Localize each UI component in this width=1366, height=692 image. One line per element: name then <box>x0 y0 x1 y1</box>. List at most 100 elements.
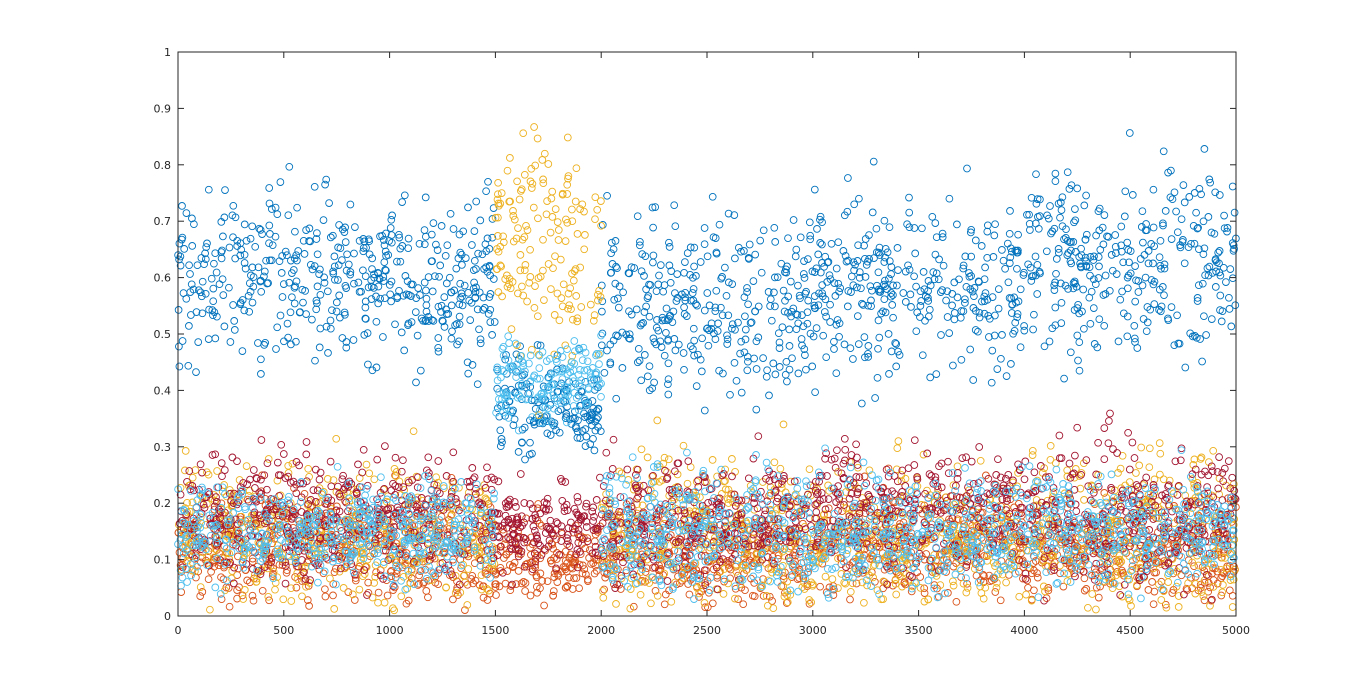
data-point <box>747 318 756 327</box>
data-point <box>700 240 709 249</box>
data-point <box>935 255 943 264</box>
data-point <box>961 299 969 307</box>
data-point <box>633 358 642 367</box>
data-point <box>486 290 495 298</box>
data-point <box>364 360 372 369</box>
data-point <box>889 281 897 290</box>
data-point <box>794 369 803 378</box>
data-point <box>1149 223 1158 232</box>
data-point <box>937 331 945 339</box>
data-point <box>441 251 450 260</box>
data-point <box>1007 309 1016 317</box>
data-point <box>273 323 282 332</box>
data-point <box>581 442 590 450</box>
data-point <box>1016 343 1025 352</box>
data-point <box>943 287 952 296</box>
data-point <box>204 185 213 194</box>
data-point <box>326 233 335 242</box>
data-point <box>771 302 779 311</box>
data-point <box>489 275 498 283</box>
data-point <box>1100 211 1109 219</box>
data-point <box>816 212 825 221</box>
data-point <box>690 243 699 252</box>
data-point <box>1211 188 1220 197</box>
data-point <box>260 272 268 281</box>
data-point <box>295 308 304 317</box>
data-point <box>420 278 429 287</box>
data-point <box>585 411 594 420</box>
data-point <box>1085 263 1094 272</box>
data-point <box>469 266 478 275</box>
data-point <box>966 345 975 354</box>
data-point <box>687 296 695 305</box>
data-point <box>711 307 720 316</box>
data-point <box>769 359 778 368</box>
data-point <box>1099 240 1108 249</box>
data-point <box>836 284 845 292</box>
data-point <box>861 273 870 281</box>
data-point <box>1173 311 1181 320</box>
data-point <box>1004 278 1013 287</box>
data-point <box>342 343 351 352</box>
data-point <box>932 233 941 242</box>
data-point <box>674 340 683 349</box>
data-point <box>881 276 889 285</box>
data-points <box>174 123 1240 615</box>
data-point <box>879 307 887 316</box>
data-point <box>622 330 631 339</box>
data-point <box>479 305 487 314</box>
data-point <box>1058 193 1067 202</box>
data-point <box>1075 366 1084 375</box>
data-point <box>1032 170 1040 179</box>
data-point <box>329 269 338 278</box>
data-point <box>679 349 688 357</box>
data-point <box>311 356 319 365</box>
data-point <box>966 228 975 237</box>
data-point <box>998 246 1006 254</box>
data-point <box>533 341 542 349</box>
data-point <box>1057 319 1066 327</box>
data-point <box>703 324 712 333</box>
data-point <box>436 261 445 270</box>
data-point <box>1020 326 1029 335</box>
data-point <box>800 274 809 282</box>
data-point <box>1014 246 1022 255</box>
data-point <box>1074 356 1082 365</box>
data-point <box>877 309 885 318</box>
data-point <box>1188 332 1197 341</box>
data-point <box>395 230 403 239</box>
data-point <box>335 221 343 229</box>
data-point <box>1149 259 1157 268</box>
data-point <box>400 191 409 200</box>
data-point <box>357 287 365 296</box>
data-point <box>1180 259 1189 268</box>
data-point <box>1040 342 1049 351</box>
data-point <box>750 354 758 363</box>
data-point <box>372 292 380 301</box>
data-point <box>201 289 210 298</box>
data-point <box>485 293 494 301</box>
data-point <box>1138 207 1147 216</box>
data-point <box>680 365 688 374</box>
data-point <box>229 201 238 210</box>
data-point <box>1126 247 1135 255</box>
data-point <box>1073 184 1082 193</box>
data-point <box>985 333 993 341</box>
data-point <box>743 284 751 292</box>
data-point <box>712 286 721 295</box>
data-point <box>639 319 647 327</box>
data-point <box>1014 297 1023 306</box>
data-point <box>211 249 220 258</box>
data-point <box>880 258 889 266</box>
data-point <box>797 335 806 343</box>
data-point <box>365 250 374 259</box>
data-point <box>472 197 481 206</box>
data-point <box>835 332 843 341</box>
data-point <box>945 329 954 337</box>
data-point <box>1144 259 1153 268</box>
data-point <box>257 370 265 378</box>
data-point <box>767 316 776 325</box>
data-point <box>1089 275 1098 284</box>
data-point <box>816 268 825 277</box>
data-point <box>1029 272 1037 280</box>
